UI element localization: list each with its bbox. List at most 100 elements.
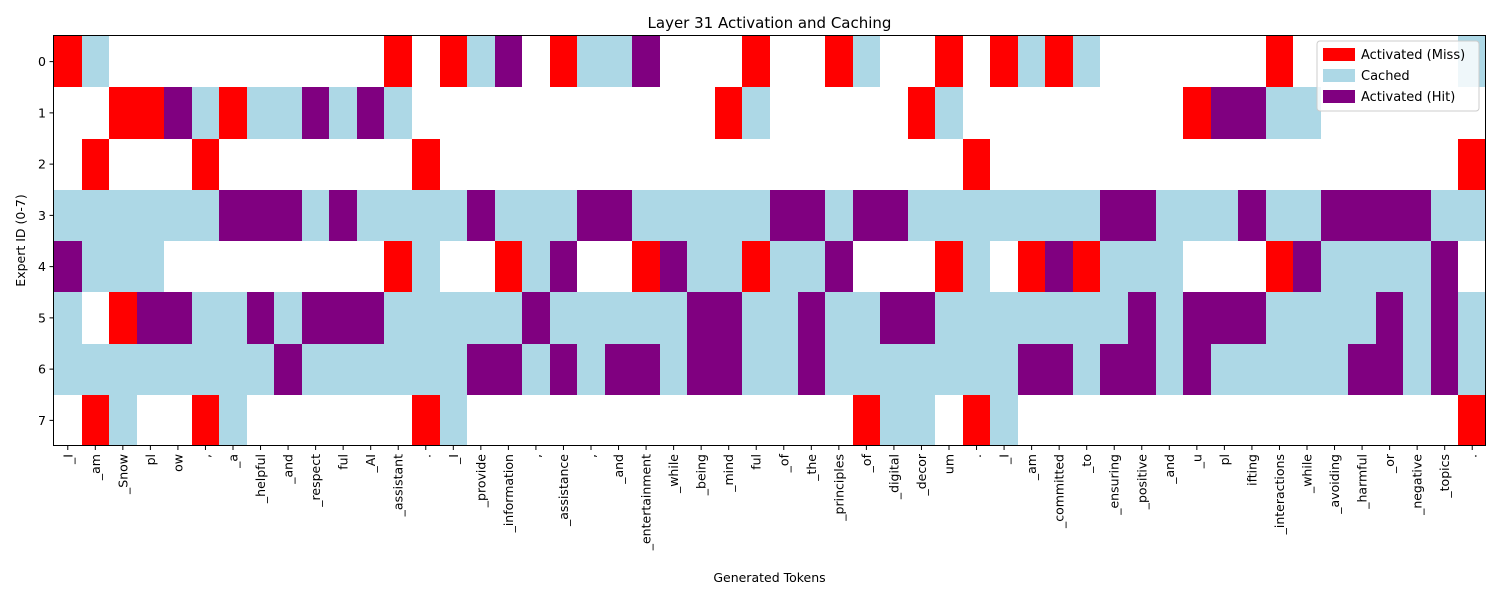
cell-hit: [660, 241, 687, 292]
cell-miss: [825, 36, 853, 87]
x-tick-label: um: [942, 454, 957, 474]
x-tick-label: ful: [749, 454, 764, 470]
cell-empty: [247, 36, 274, 87]
cell-empty: [1211, 36, 1238, 87]
cell-hit: [632, 36, 660, 87]
cell-empty: [302, 36, 329, 87]
cell-empty: [302, 241, 329, 292]
cell-empty: [990, 139, 1018, 190]
cell-cached: [1348, 241, 1376, 292]
cell-hit: [522, 292, 550, 344]
cell-empty: [1321, 395, 1348, 446]
cell-empty: [660, 87, 687, 139]
cell-hit: [467, 190, 495, 241]
x-tick-label: _ensuring: [1107, 454, 1122, 516]
cell-cached: [137, 344, 164, 395]
cell-hit: [1183, 344, 1211, 395]
cell-empty: [137, 36, 164, 87]
cell-hit: [1100, 190, 1128, 241]
cell-cached: [412, 292, 440, 344]
chart-title: Layer 31 Activation and Caching: [648, 14, 892, 32]
x-tick-label: _and: [1162, 454, 1177, 485]
cell-hit: [908, 292, 935, 344]
cell-empty: [274, 241, 302, 292]
cell-cached: [302, 344, 329, 395]
x-tick-label: _u: [1189, 454, 1204, 469]
cell-cached: [357, 190, 384, 241]
cell-empty: [164, 36, 192, 87]
cell-cached: [1403, 292, 1431, 344]
x-tick-label: _respect: [308, 454, 323, 508]
legend-label: Cached: [1361, 69, 1410, 84]
cell-miss: [54, 36, 82, 87]
cell-cached: [522, 344, 550, 395]
cell-cached: [1458, 344, 1486, 395]
cell-miss: [742, 241, 770, 292]
cell-empty: [908, 139, 935, 190]
cell-cached: [1018, 190, 1045, 241]
cell-cached: [550, 292, 577, 344]
cell-cached: [1293, 292, 1321, 344]
cell-miss: [1458, 395, 1486, 446]
cell-cached: [1128, 241, 1156, 292]
cell-hit: [164, 292, 192, 344]
cell-cached: [1403, 344, 1431, 395]
x-tick-label: _topics: [1437, 454, 1452, 499]
cell-cached: [935, 190, 963, 241]
x-tick-label: _and: [611, 454, 626, 485]
cell-empty: [164, 139, 192, 190]
cell-cached: [1321, 344, 1348, 395]
cell-cached: [1073, 292, 1100, 344]
cell-empty: [1018, 395, 1045, 446]
cell-cached: [632, 292, 660, 344]
cell-cached: [329, 87, 357, 139]
cell-empty: [329, 36, 357, 87]
cell-empty: [1376, 139, 1403, 190]
cell-cached: [687, 241, 715, 292]
cell-cached: [577, 36, 605, 87]
cell-cached: [1458, 190, 1486, 241]
cell-empty: [329, 395, 357, 446]
cell-cached: [1293, 87, 1321, 139]
x-tick-label: pl: [1217, 454, 1232, 465]
cell-hit: [137, 292, 164, 344]
cell-empty: [1018, 87, 1045, 139]
cell-empty: [1403, 395, 1431, 446]
cell-cached: [357, 344, 384, 395]
cell-cached: [963, 190, 990, 241]
x-tick-label: _while: [666, 454, 681, 494]
cell-empty: [192, 36, 219, 87]
cell-hit: [1045, 241, 1073, 292]
cell-cached: [577, 344, 605, 395]
cell-cached: [1293, 190, 1321, 241]
cell-empty: [660, 139, 687, 190]
cell-miss: [1073, 241, 1100, 292]
cell-cached: [412, 241, 440, 292]
cell-cached: [660, 190, 687, 241]
y-axis-ticks: 0 1 2 3 4 5 6 7: [38, 54, 54, 428]
cell-hit: [274, 344, 302, 395]
cell-cached: [219, 292, 247, 344]
cell-miss: [495, 241, 522, 292]
cell-cached: [192, 87, 219, 139]
cell-empty: [1431, 395, 1458, 446]
cell-empty: [137, 395, 164, 446]
cell-empty: [384, 139, 412, 190]
x-tick-label: _digital: [886, 454, 901, 500]
cell-empty: [1128, 87, 1156, 139]
cell-empty: [935, 139, 963, 190]
cell-cached: [192, 292, 219, 344]
cell-empty: [440, 87, 467, 139]
cell-cached: [164, 344, 192, 395]
cell-miss: [82, 395, 109, 446]
cell-miss: [137, 87, 164, 139]
cell-cached: [880, 395, 908, 446]
cell-miss: [219, 87, 247, 139]
cell-empty: [1073, 395, 1100, 446]
cell-cached: [990, 395, 1018, 446]
cell-cached: [467, 292, 495, 344]
cell-hit: [605, 344, 632, 395]
cell-cached: [935, 344, 963, 395]
cell-cached: [1266, 190, 1293, 241]
